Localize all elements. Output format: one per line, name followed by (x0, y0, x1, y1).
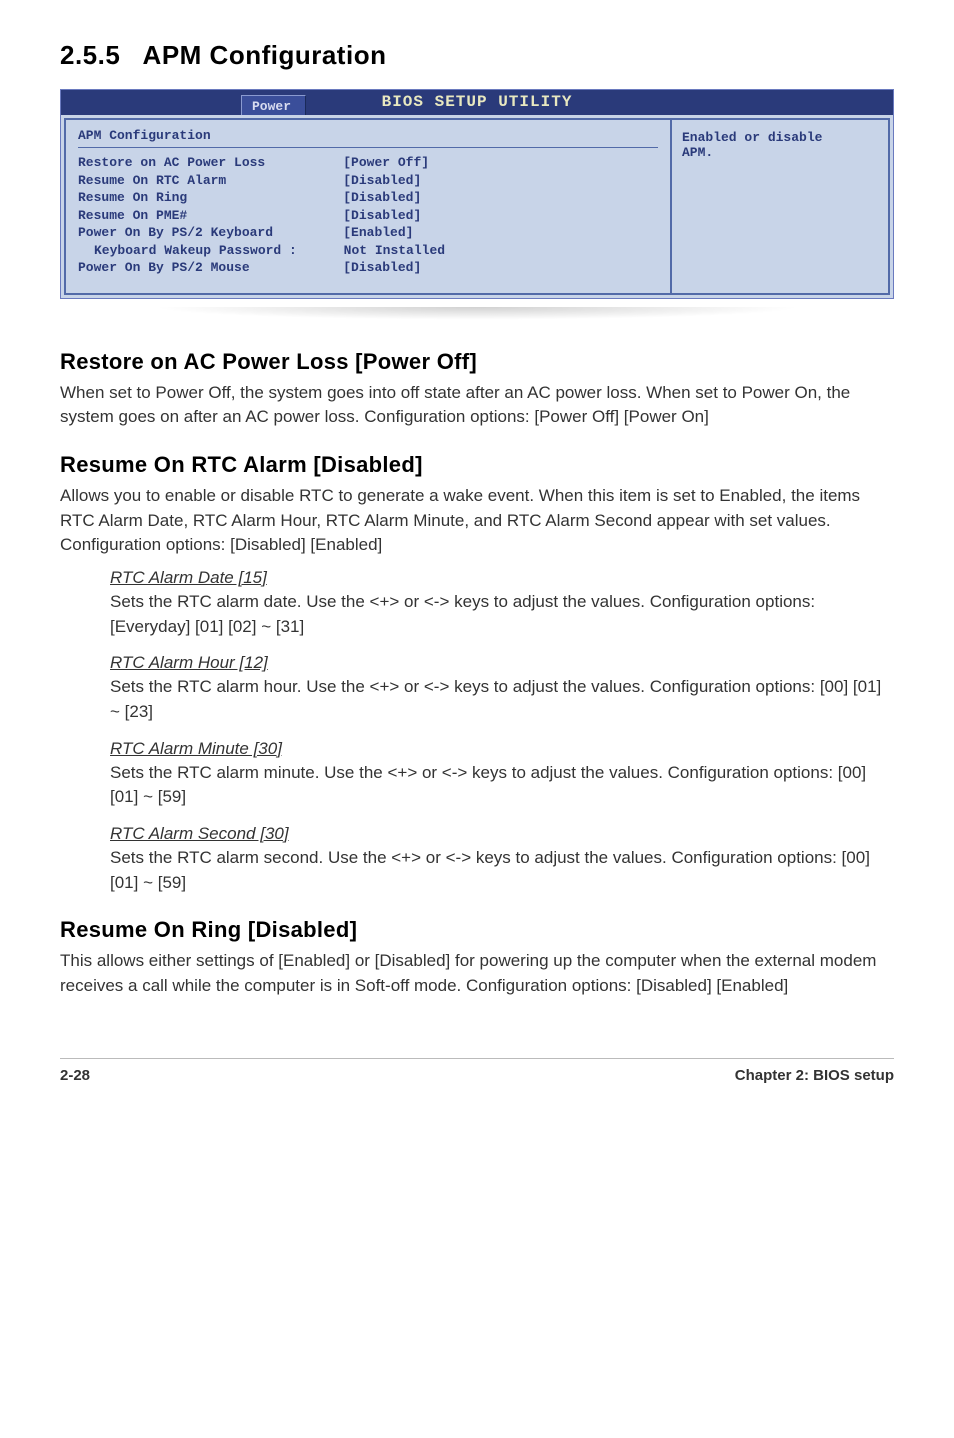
section-heading: 2.5.5 APM Configuration (60, 40, 894, 71)
bios-help-line: APM. (682, 145, 878, 160)
bios-divider (78, 147, 658, 148)
item-heading: Resume On Ring [Disabled] (60, 917, 894, 943)
item-body: Allows you to enable or disable RTC to g… (60, 484, 894, 558)
bios-tab-power: Power (241, 95, 306, 115)
sub-item-heading: RTC Alarm Hour [12] (110, 653, 894, 673)
bios-screenshot: Power BIOS SETUP UTILITY APM Configurati… (60, 89, 894, 299)
bios-left-title: APM Configuration (78, 128, 658, 143)
footer-chapter: Chapter 2: BIOS setup (735, 1067, 894, 1084)
sub-item-text: Sets the RTC alarm second. Use the <+> o… (110, 846, 894, 895)
section-number: 2.5.5 (60, 40, 120, 70)
sub-item-text: Sets the RTC alarm date. Use the <+> or … (110, 590, 894, 639)
sub-item-text: Sets the RTC alarm hour. Use the <+> or … (110, 675, 894, 724)
bios-setting-row: Power On By PS/2 Mouse [Disabled] (78, 259, 658, 277)
bios-setting-row: Restore on AC Power Loss [Power Off] (78, 154, 658, 172)
bios-settings-list: Restore on AC Power Loss [Power Off]Resu… (78, 154, 658, 277)
bios-help-pane: Enabled or disable APM. (670, 118, 890, 295)
item-heading: Restore on AC Power Loss [Power Off] (60, 349, 894, 375)
item-heading: Resume On RTC Alarm [Disabled] (60, 452, 894, 478)
bios-utility-title: BIOS SETUP UTILITY (382, 93, 573, 111)
bios-body: APM Configuration Restore on AC Power Lo… (60, 115, 894, 299)
bios-shadow (60, 307, 894, 327)
section-title: APM Configuration (143, 40, 387, 70)
bios-help-line: Enabled or disable (682, 130, 878, 145)
item-body: When set to Power Off, the system goes i… (60, 381, 894, 430)
sub-item-heading: RTC Alarm Minute [30] (110, 739, 894, 759)
bios-setting-row: Keyboard Wakeup Password : Not Installed (78, 242, 658, 260)
bios-setting-row: Resume On PME# [Disabled] (78, 207, 658, 225)
sub-item-text: Sets the RTC alarm minute. Use the <+> o… (110, 761, 894, 810)
item-body: This allows either settings of [Enabled]… (60, 949, 894, 998)
page-footer: 2-28 Chapter 2: BIOS setup (60, 1058, 894, 1084)
sub-items: RTC Alarm Date [15]Sets the RTC alarm da… (60, 568, 894, 895)
bios-setting-row: Resume On RTC Alarm [Disabled] (78, 172, 658, 190)
page-content: Restore on AC Power Loss [Power Off] When… (60, 349, 894, 999)
sub-item-heading: RTC Alarm Second [30] (110, 824, 894, 844)
bios-header: Power BIOS SETUP UTILITY (60, 89, 894, 115)
bios-left-pane: APM Configuration Restore on AC Power Lo… (64, 118, 670, 295)
bios-setting-row: Power On By PS/2 Keyboard [Enabled] (78, 224, 658, 242)
footer-page-number: 2-28 (60, 1067, 90, 1084)
bios-setting-row: Resume On Ring [Disabled] (78, 189, 658, 207)
sub-item-heading: RTC Alarm Date [15] (110, 568, 894, 588)
